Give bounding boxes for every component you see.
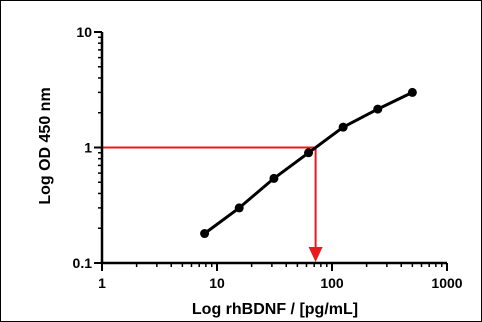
x-tick-label: 10	[209, 275, 225, 291]
y-tick-label: 10	[76, 24, 92, 40]
x-tick-label: 1	[98, 275, 106, 291]
y-tick-label: 1	[84, 140, 92, 156]
data-point	[373, 104, 383, 114]
data-point	[407, 87, 417, 97]
x-axis-title: Log rhBDNF / [pg/mL]	[192, 301, 358, 318]
annotation-arrowhead	[308, 247, 323, 262]
x-tick-label: 100	[320, 275, 344, 291]
y-tick-label: 0.1	[73, 255, 93, 271]
annotation-layer	[102, 146, 323, 262]
data-point	[304, 148, 314, 158]
axes-layer: 1 10 100 1000 0.1 1 10	[73, 24, 463, 291]
data-point	[200, 229, 210, 239]
data-point	[338, 122, 348, 132]
series-layer	[200, 87, 417, 239]
series-line	[203, 91, 414, 235]
data-point	[269, 173, 279, 183]
data-point	[234, 203, 244, 213]
x-tick-label: 1000	[431, 275, 462, 291]
y-axis-title: Log OD 450 nm	[37, 87, 54, 204]
